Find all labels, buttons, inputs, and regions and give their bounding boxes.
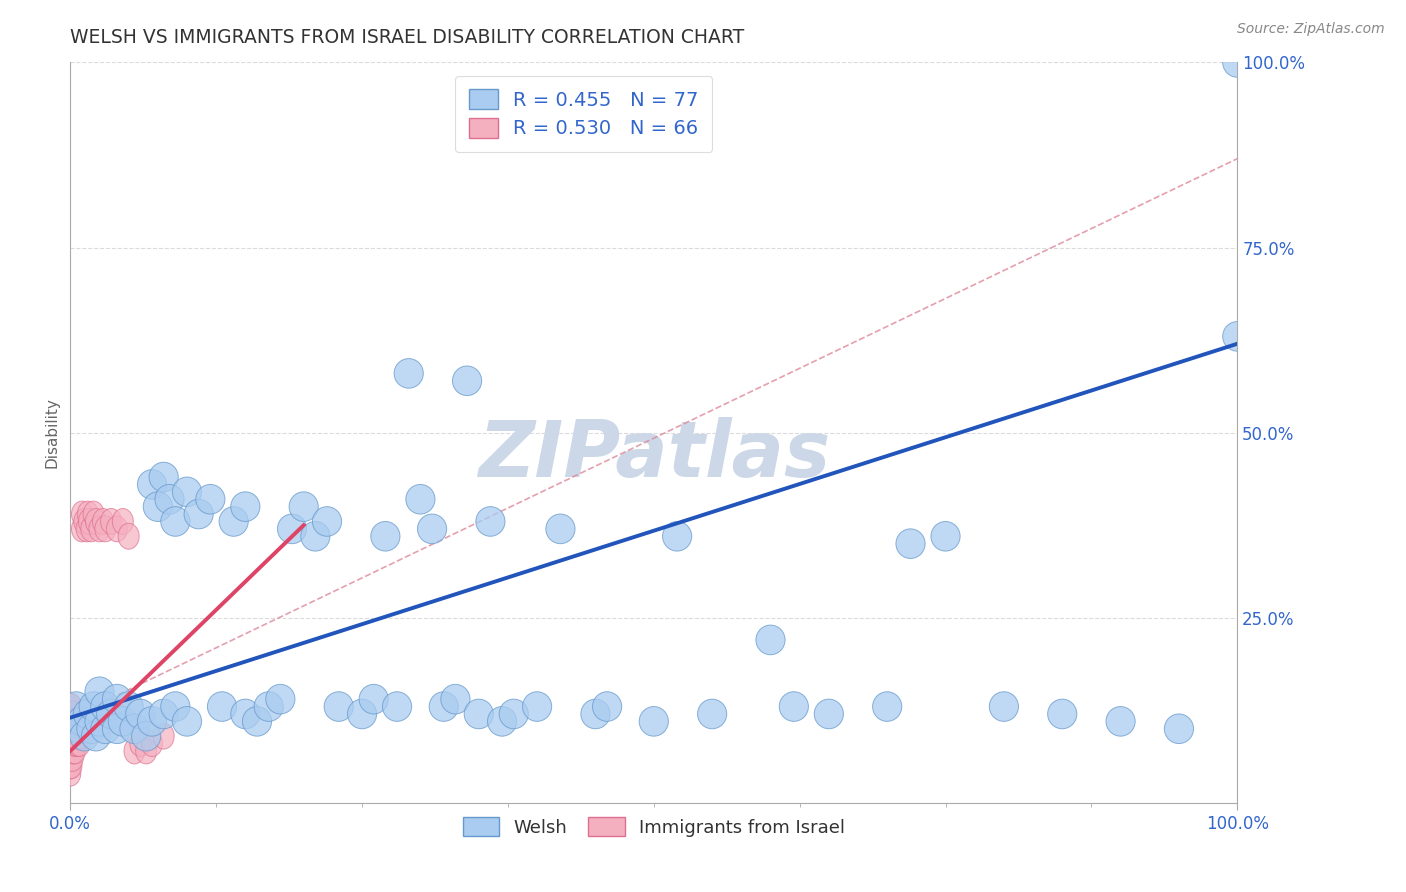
- Text: WELSH VS IMMIGRANTS FROM ISRAEL DISABILITY CORRELATION CHART: WELSH VS IMMIGRANTS FROM ISRAEL DISABILI…: [70, 28, 745, 47]
- Text: ZIPatlas: ZIPatlas: [478, 417, 830, 493]
- Legend: Welsh, Immigrants from Israel: Welsh, Immigrants from Israel: [454, 808, 853, 846]
- Text: Source: ZipAtlas.com: Source: ZipAtlas.com: [1237, 22, 1385, 37]
- Y-axis label: Disability: Disability: [44, 397, 59, 468]
